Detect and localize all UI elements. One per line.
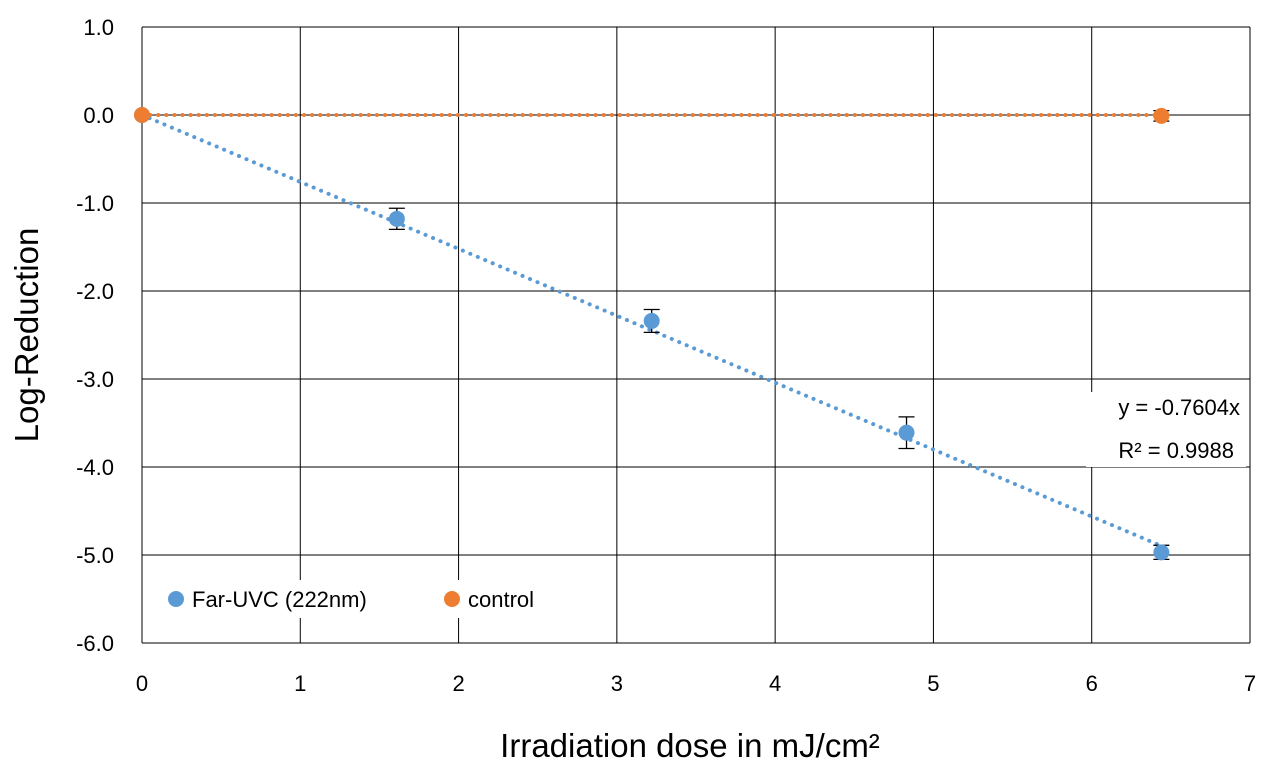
legend-marker-control [444,591,460,607]
trendline-0 [140,113,1164,548]
annotation-background [1086,392,1246,467]
point-1-1 [1153,107,1170,124]
point-0-4 [1153,544,1170,561]
trendline-equation: y = -0.7604x [1118,395,1240,420]
x-tick-label-7: 7 [1244,671,1256,696]
x-tick-label-5: 5 [927,671,939,696]
x-tick-label-3: 3 [611,671,623,696]
legend: Far-UVC (222nm) control [158,580,578,618]
x-tick-label-0: 0 [136,671,148,696]
x-tick-label-1: 1 [294,671,306,696]
y-tick-label-0: 1.0 [83,15,114,40]
legend-label-control: control [468,587,534,612]
trendlines [140,113,1164,548]
y-tick-label-7: -6.0 [76,631,114,656]
x-tick-label-2: 2 [452,671,464,696]
y-axis-title: Log-Reduction [8,228,45,443]
legend-background [158,580,578,618]
data-points [134,107,1170,561]
y-tick-label-2: -1.0 [76,191,114,216]
tick-labels: 0 1 2 3 4 5 6 7 1.0 0.0 -1.0 -2.0 -3.0 -4.0 -5.0 -6.0 [76,15,1256,696]
point-0-1 [388,210,405,227]
y-tick-label-4: -3.0 [76,367,114,392]
legend-label-far-uvc: Far-UVC (222nm) [192,587,367,612]
y-tick-label-6: -5.0 [76,543,114,568]
point-0-2 [643,312,660,329]
r-squared-label: R² = 0.9988 [1118,438,1234,463]
y-tick-label-1: 0.0 [83,103,114,128]
x-tick-label-6: 6 [1086,671,1098,696]
y-tick-label-5: -4.0 [76,455,114,480]
x-tick-label-4: 4 [769,671,781,696]
x-axis-title: Irradiation dose in mJ/cm² [500,727,880,764]
point-0-3 [898,424,915,441]
point-1-0 [134,107,150,123]
legend-marker-far-uvc [168,591,184,607]
y-tick-label-3: -2.0 [76,279,114,304]
